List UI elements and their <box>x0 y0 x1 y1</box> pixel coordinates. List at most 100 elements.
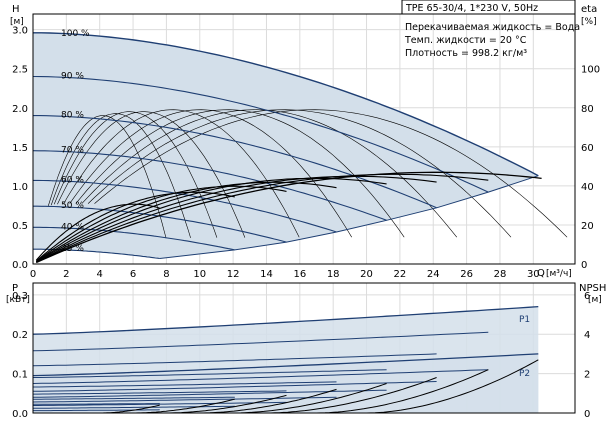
pump-title: TPE 65-30/4, 1*230 V, 50Hz <box>405 3 538 14</box>
speed-label: 25 % <box>61 244 84 254</box>
density-info: Плотность = 998.2 кг/м³ <box>405 48 527 59</box>
speed-label: 50 % <box>61 201 84 211</box>
x-tick-label: 26 <box>460 269 473 280</box>
x-tick-label: 12 <box>227 269 240 280</box>
top-y2-tick-label: 20 <box>581 221 594 232</box>
efficiency-thin-curve <box>48 115 167 239</box>
npsh-curve <box>366 359 539 414</box>
p1-curve <box>32 331 489 352</box>
efficiency-curve <box>35 191 235 262</box>
temperature-info: Темп. жидкости = 20 °C <box>404 35 527 46</box>
top-y-axis-label: H <box>12 4 20 15</box>
x-tick-label: 22 <box>394 269 407 280</box>
p1-curve <box>33 396 235 400</box>
top-y-tick-label: 0.5 <box>12 221 28 232</box>
x-tick-label: 2 <box>63 269 69 280</box>
efficiency-thin-curve <box>81 109 458 238</box>
top-chart-operating-area <box>33 32 539 259</box>
bottom-chart-ticks: 0.0 0.1 0.2 0.3 0 2 4 6 <box>12 291 590 420</box>
x-tick-label: 30 <box>527 269 540 280</box>
p1-curve <box>33 381 337 388</box>
bottom-y-tick-label: 0.2 <box>12 330 28 341</box>
efficiency-thin-curve <box>63 109 300 238</box>
efficiency-curve <box>36 171 542 264</box>
npsh-curve <box>166 394 287 414</box>
speed-label: 60 % <box>61 175 84 185</box>
head-curve <box>33 226 235 251</box>
bottom-y2-tick-label: 0 <box>584 409 590 420</box>
top-y2-axis-unit: [%] <box>581 17 597 27</box>
efficiency-curve <box>35 185 287 262</box>
top-y2-tick-label: 100 <box>581 65 600 76</box>
p1-curve <box>32 353 437 367</box>
p2-curve <box>33 409 160 412</box>
top-y-tick-label: 0.0 <box>12 260 28 271</box>
speed-label: 80 % <box>61 111 84 121</box>
top-y-tick-label: 3.0 <box>12 26 28 37</box>
top-y2-tick-label: 60 <box>581 143 594 154</box>
fluid-info: Перекачиваемая жидкость = Вода <box>405 22 580 33</box>
bottom-y-tick-label: 0.3 <box>12 291 28 302</box>
head-curve <box>32 150 387 221</box>
top-chart-efficiency-curves <box>35 171 542 264</box>
p2-curve <box>33 401 287 406</box>
top-y-axis-unit: [м] <box>10 17 24 27</box>
head-curve <box>33 179 337 233</box>
p1-curve <box>32 305 539 335</box>
p1-series-label: P1 <box>519 315 530 325</box>
efficiency-curve <box>36 175 437 263</box>
bottom-chart-frame <box>32 282 576 414</box>
x-axis-label: Q <box>537 268 545 279</box>
x-tick-label: 24 <box>427 269 440 280</box>
speed-label: 90 % <box>61 72 84 82</box>
bottom-y-tick-label: 0.0 <box>12 409 28 420</box>
npsh-curve <box>266 377 437 414</box>
top-y-tick-label: 1.5 <box>12 143 28 154</box>
p1-curve <box>33 369 387 378</box>
operating-area-fill <box>33 32 539 259</box>
x-tick-label: 4 <box>97 269 103 280</box>
x-tick-label: 8 <box>163 269 169 280</box>
top-y2-tick-label: 40 <box>581 182 594 193</box>
top-y2-tick-label: 0 <box>581 260 587 271</box>
top-chart-frame <box>32 13 576 265</box>
head-curve <box>33 248 160 260</box>
efficiency-curve <box>36 173 489 263</box>
efficiency-curve <box>36 177 387 263</box>
pump-title-box <box>401 0 576 15</box>
head-curve <box>32 75 489 193</box>
npsh-curve <box>233 383 387 414</box>
x-tick-label: 14 <box>260 269 273 280</box>
x-tick-label: 20 <box>360 269 373 280</box>
efficiency-thin-curve <box>53 111 218 238</box>
bottom-y2-tick-label: 2 <box>584 370 590 381</box>
p2-curve <box>32 353 539 377</box>
bottom-y-axis-label: P <box>12 283 18 294</box>
bottom-y-tick-label: 0.1 <box>12 370 28 381</box>
speed-label: 100 % <box>61 29 90 39</box>
efficiency-thin-curve <box>75 109 405 238</box>
p2-curve <box>32 396 337 403</box>
npsh-curve <box>316 369 489 414</box>
bottom-chart-npsh-curves <box>99 359 539 414</box>
efficiency-curve <box>35 181 337 263</box>
npsh-curve <box>133 398 235 414</box>
x-tick-label: 0 <box>30 269 36 280</box>
p1-curve <box>33 390 287 395</box>
x-tick-label: 28 <box>494 269 507 280</box>
efficiency-thin-curve <box>94 109 568 238</box>
x-tick-label: 16 <box>293 269 306 280</box>
x-tick-label: 10 <box>193 269 206 280</box>
top-y-tick-label: 2.5 <box>12 65 28 76</box>
bottom-y-axis-unit: [кВт] <box>6 295 30 305</box>
efficiency-thin-curve <box>57 111 246 238</box>
top-y-tick-label: 2.0 <box>12 104 28 115</box>
p2-series-label: P2 <box>519 369 530 379</box>
bottom-chart-power-curves <box>32 305 539 412</box>
bottom-y2-axis-unit: [м] <box>588 295 602 305</box>
p1-curve <box>33 403 160 405</box>
x-tick-label: 6 <box>130 269 136 280</box>
x-tick-label: 18 <box>327 269 340 280</box>
